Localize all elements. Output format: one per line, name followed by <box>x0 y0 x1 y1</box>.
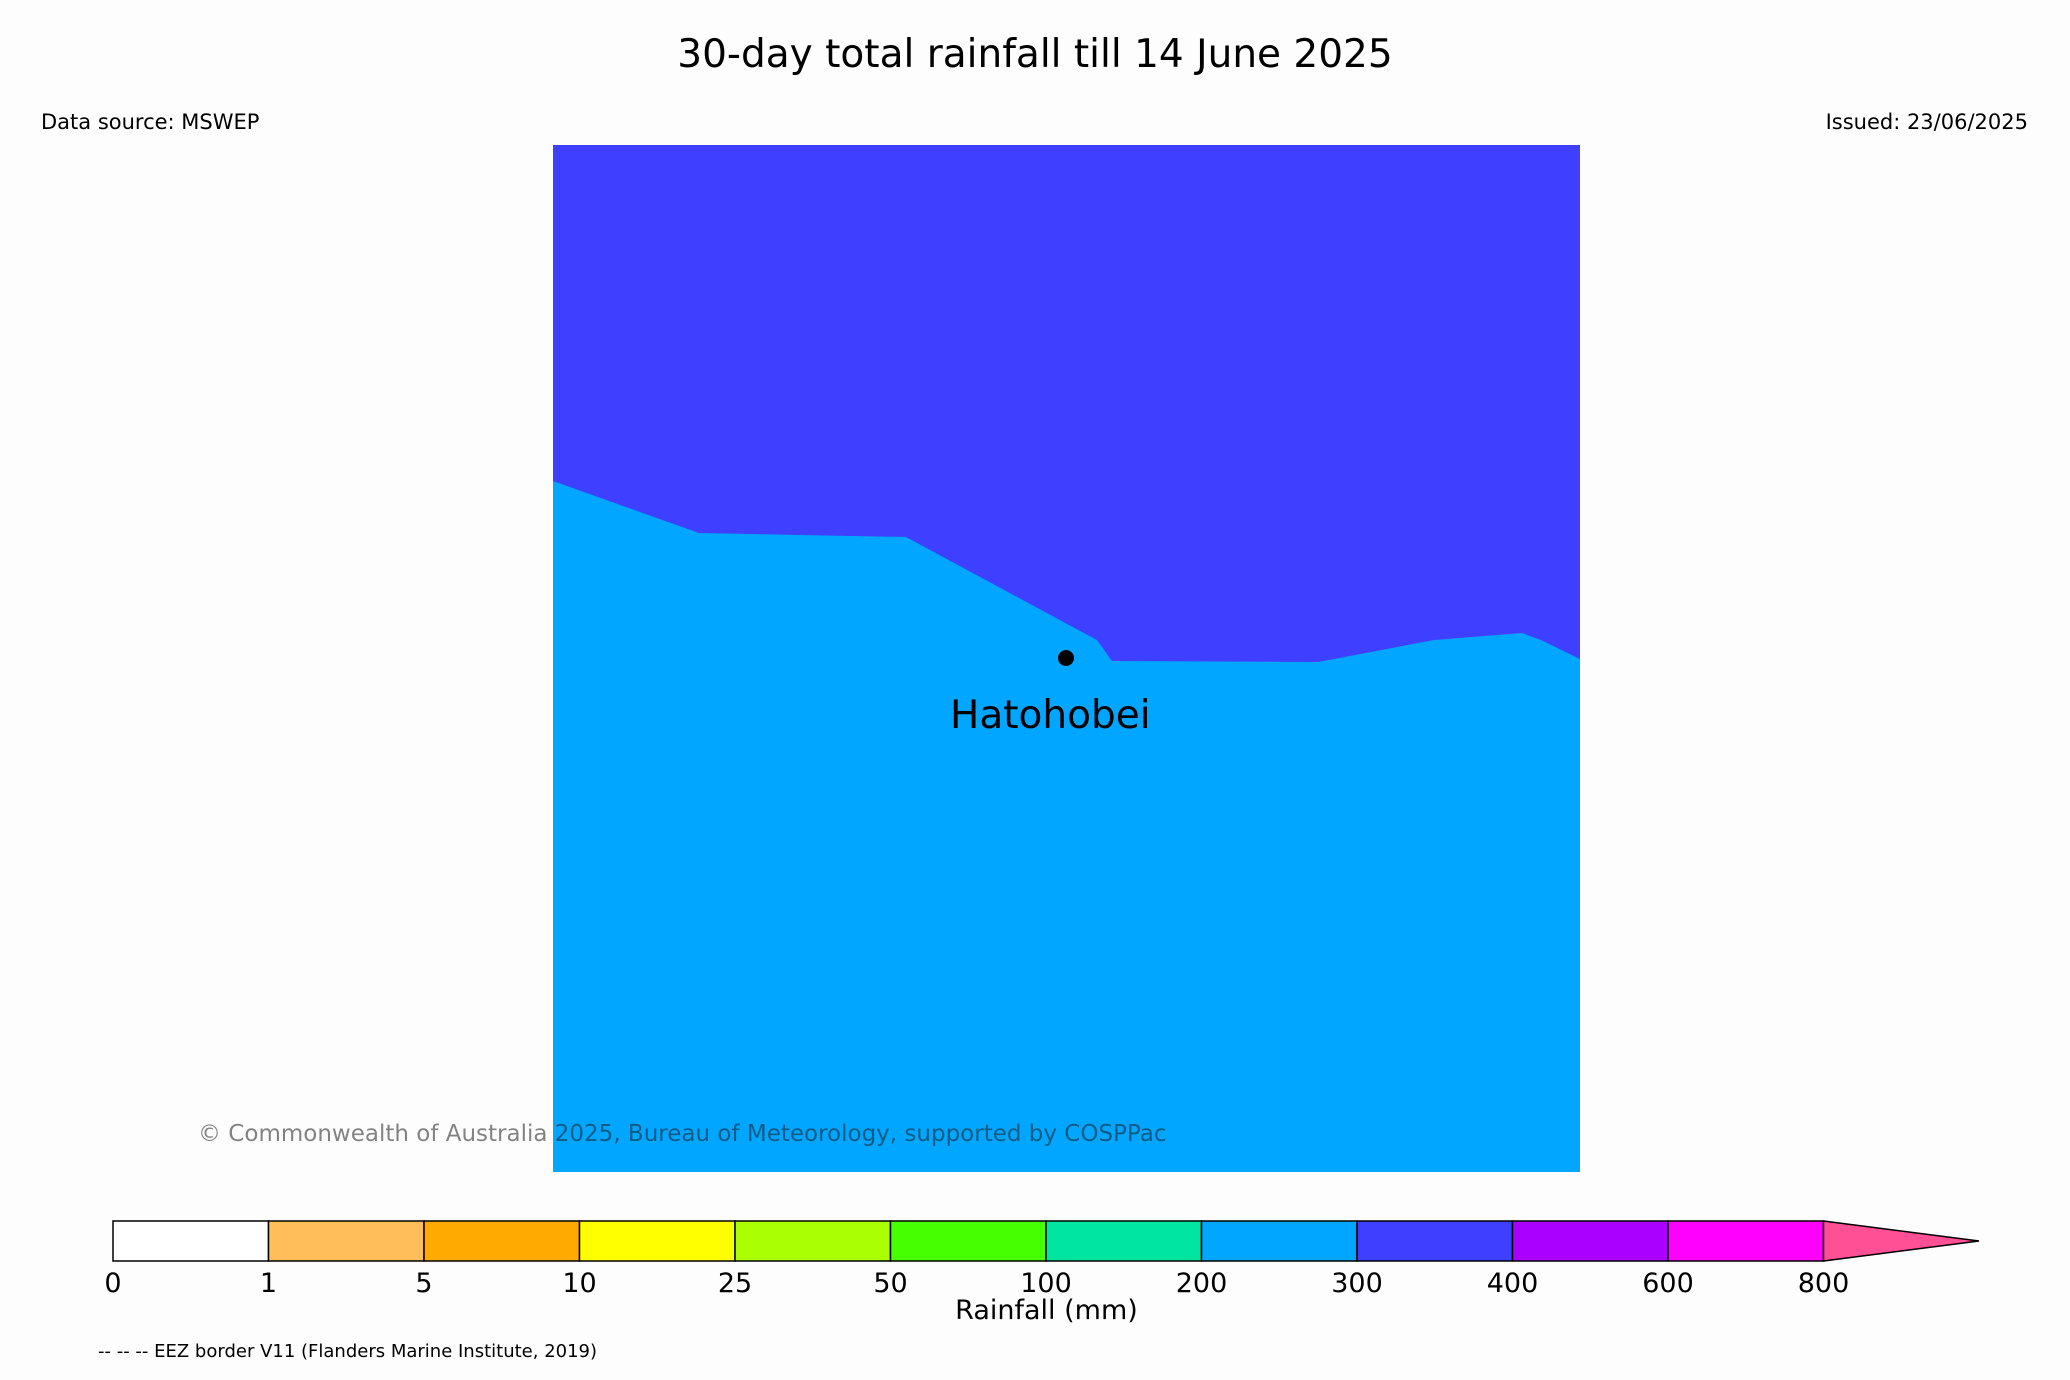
colorbar-segment <box>1045 1220 1203 1262</box>
colorbar-tick-label: 0 <box>104 1268 122 1299</box>
colorbar-tick-label: 600 <box>1642 1268 1694 1299</box>
colorbar-segment <box>578 1220 736 1262</box>
colorbar-segment <box>112 1220 270 1262</box>
copyright-notice: © Commonwealth of Australia 2025, Bureau… <box>198 1121 1167 1147</box>
colorbar-tick-label: 200 <box>1175 1268 1228 1299</box>
rainfall-colorbar <box>112 1220 1980 1262</box>
location-marker <box>1058 650 1074 666</box>
colorbar-tick-label: 100 <box>1020 1268 1072 1299</box>
data-source-label: Data source: MSWEP <box>41 110 260 134</box>
colorbar-segment <box>267 1220 425 1262</box>
colorbar-label: Rainfall (mm) <box>955 1295 1138 1326</box>
colorbar-tick-label: 800 <box>1797 1268 1850 1299</box>
colorbar-tick-label: 300 <box>1331 1268 1383 1299</box>
issued-date-label: Issued: 23/06/2025 <box>1825 110 2028 134</box>
colorbar-tick-label: 50 <box>873 1268 908 1299</box>
map-title: 30-day total rainfall till 14 June 2025 <box>677 32 1393 77</box>
colorbar-segment <box>734 1220 892 1262</box>
colorbar-tick-label: 10 <box>562 1268 597 1299</box>
location-label: Hatohobei <box>950 693 1151 738</box>
rainfall-region-200-300 <box>553 481 1580 1172</box>
colorbar-tick-label: 5 <box>415 1268 433 1299</box>
colorbar-extend-arrow <box>1822 1220 1980 1262</box>
colorbar-segment <box>1200 1220 1358 1262</box>
colorbar-tick-label: 1 <box>259 1268 278 1299</box>
colorbar-segment <box>1356 1220 1514 1262</box>
eez-footnote: -- -- -- EEZ border V11 (Flanders Marine… <box>98 1341 598 1362</box>
colorbar-tick-label: 25 <box>717 1268 753 1299</box>
rainfall-map <box>553 145 1580 1172</box>
colorbar-segment <box>889 1220 1047 1262</box>
colorbar-segment <box>1667 1220 1825 1262</box>
colorbar-segment <box>1511 1220 1669 1262</box>
rainfall-map-svg <box>553 145 1580 1172</box>
colorbar-tick-label: 400 <box>1486 1268 1539 1299</box>
colorbar-segment <box>423 1220 581 1262</box>
